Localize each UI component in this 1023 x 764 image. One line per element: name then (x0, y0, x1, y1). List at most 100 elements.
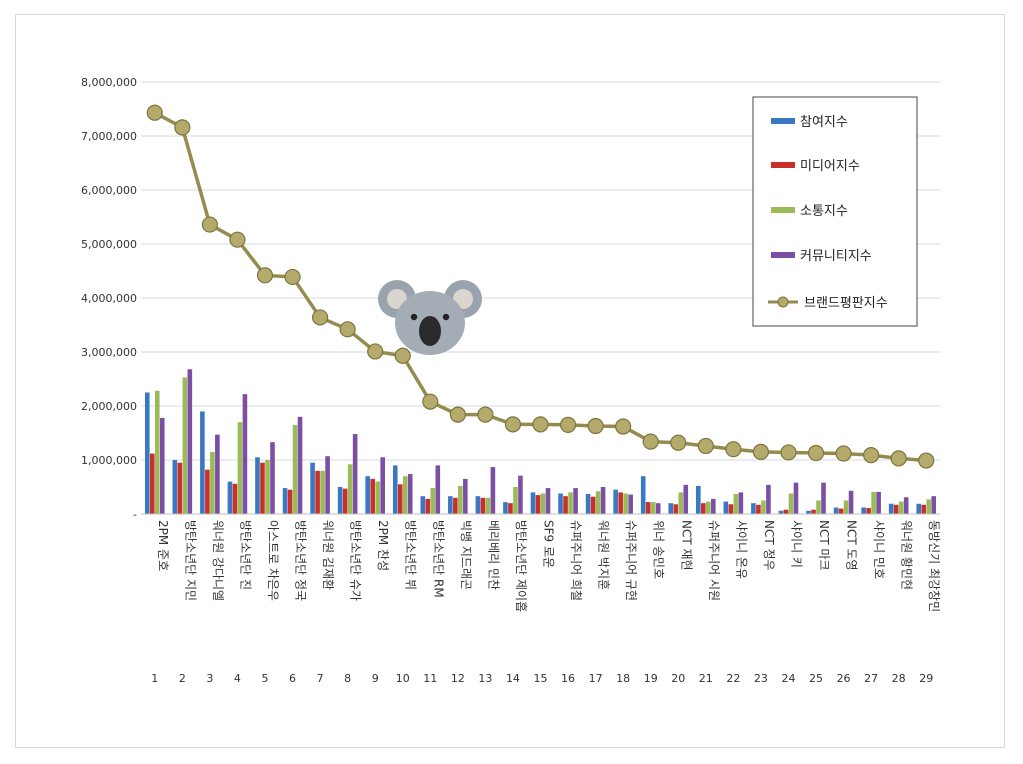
x-category-label: 방탄소년단 슈가 (349, 520, 363, 601)
bar-4 (325, 456, 330, 514)
x-rank-label: 12 (451, 672, 465, 685)
bar-3 (733, 494, 739, 514)
legend-swatch (771, 252, 795, 258)
bar-2 (921, 504, 927, 514)
brand-index-point (256, 267, 274, 284)
x-rank-label: 1 (151, 672, 158, 685)
bar-1 (696, 485, 701, 514)
x-category-label: NCT 정우 (762, 520, 776, 571)
bar-1 (172, 460, 178, 514)
brand-index-point (807, 444, 825, 462)
x-category-label: 2PM 준호 (156, 520, 170, 571)
x-category-label: 워너원 황민현 (900, 520, 914, 590)
x-category-label: 방탄소년단 정국 (294, 520, 308, 601)
bar-3 (182, 377, 188, 514)
x-rank-label: 19 (644, 672, 658, 685)
brand-index-point (367, 343, 384, 360)
bar-3 (678, 492, 684, 514)
bar-4 (600, 487, 606, 514)
bar-4 (545, 488, 551, 514)
brand-index-point (752, 443, 770, 460)
bar-3 (347, 464, 353, 514)
bar-4 (242, 394, 248, 514)
bar-2 (425, 498, 431, 514)
brand-index-point (394, 347, 411, 364)
bar-1 (530, 492, 536, 514)
x-category-label: NCT 도영 (845, 520, 859, 571)
x-rank-label: 24 (781, 672, 795, 685)
bar-3 (320, 470, 325, 514)
x-category-label: 빅뱅 지드래곤 (459, 520, 473, 590)
x-rank-label: 26 (837, 672, 851, 685)
x-category-label: 샤이니 키 (789, 520, 803, 568)
bar-3 (843, 500, 849, 514)
bar-3 (485, 497, 491, 514)
bar-1 (392, 465, 398, 514)
x-rank-label: 25 (809, 672, 823, 685)
bar-1 (751, 503, 756, 514)
bar-2 (508, 503, 513, 514)
bar-1 (475, 496, 481, 514)
bars (144, 369, 937, 514)
bar-4 (683, 484, 689, 514)
bar-4 (876, 491, 881, 514)
bar-1 (861, 507, 866, 514)
brand-index-point (504, 416, 522, 433)
bar-4 (931, 496, 937, 514)
legend-label: 소통지수 (800, 204, 848, 219)
bar-1 (723, 501, 729, 514)
brand-index-point (229, 231, 246, 248)
bar-1 (200, 411, 205, 514)
bar-3 (402, 476, 408, 514)
bar-3 (898, 501, 904, 514)
x-rank-label: 4 (234, 672, 241, 685)
legend-marker (777, 296, 789, 308)
bar-2 (315, 470, 320, 514)
bar-2 (728, 504, 734, 514)
x-category-label: 베리베리 민찬 (486, 520, 501, 590)
x-rank-label: 11 (423, 672, 437, 685)
x-rank-label: 17 (589, 672, 603, 685)
x-rank-label: 16 (561, 672, 575, 685)
koala-icon (378, 280, 482, 355)
bar-1 (420, 496, 426, 514)
bar-1 (806, 510, 811, 514)
y-tick-label: - (133, 508, 137, 521)
bar-3 (623, 493, 628, 514)
legend-label: 미디어지수 (800, 159, 860, 174)
bar-1 (144, 392, 150, 514)
bar-1 (640, 476, 646, 514)
x-rank-label: 8 (344, 672, 351, 685)
y-tick-label: 4,000,000 (81, 292, 137, 305)
brand-index-point (339, 321, 356, 338)
bar-2 (838, 508, 844, 514)
legend: 참여지수 미디어지수 소통지수 커뮤니티지수 브랜드평판지수 (752, 96, 918, 327)
x-category-label: NCT 마크 (817, 520, 831, 571)
bar-2 (232, 483, 238, 514)
bar-4 (270, 442, 275, 514)
bar-1 (503, 502, 508, 514)
y-tick-label: 2,000,000 (81, 400, 137, 413)
bar-3 (816, 500, 821, 514)
y-tick-label: 6,000,000 (81, 184, 137, 197)
x-rank-label: 22 (726, 672, 740, 685)
legend-swatch (771, 207, 795, 213)
bar-3 (375, 481, 380, 514)
bar-4 (848, 490, 854, 514)
brand-index-point (174, 119, 191, 136)
x-category-label: 방탄소년단 제이홉 (514, 520, 528, 612)
x-category-label: 방탄소년단 RM (431, 520, 445, 598)
x-rank-label: 13 (478, 672, 492, 685)
brand-index-point (615, 418, 632, 435)
bar-3 (595, 491, 601, 514)
x-category-label: 샤이니 민호 (872, 520, 886, 579)
x-rank-label: 29 (919, 672, 933, 685)
bar-2 (783, 509, 789, 514)
bar-2 (342, 488, 348, 514)
bar-2 (673, 504, 679, 514)
y-tick-label: 3,000,000 (81, 346, 137, 359)
bar-1 (255, 457, 260, 514)
x-rank-label: 2 (179, 672, 186, 685)
brand-index-point (449, 406, 466, 423)
bar-1 (668, 503, 674, 514)
